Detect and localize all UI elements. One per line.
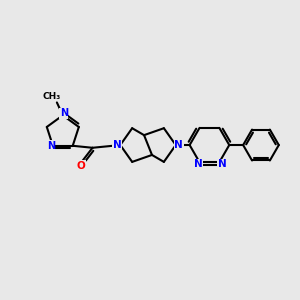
Text: N: N (194, 159, 203, 169)
Text: O: O (76, 160, 85, 171)
Text: N: N (47, 141, 55, 151)
Text: N: N (60, 108, 68, 118)
Text: N: N (113, 140, 122, 150)
Text: N: N (174, 140, 183, 150)
Text: N: N (218, 159, 227, 169)
Text: CH₃: CH₃ (43, 92, 61, 101)
